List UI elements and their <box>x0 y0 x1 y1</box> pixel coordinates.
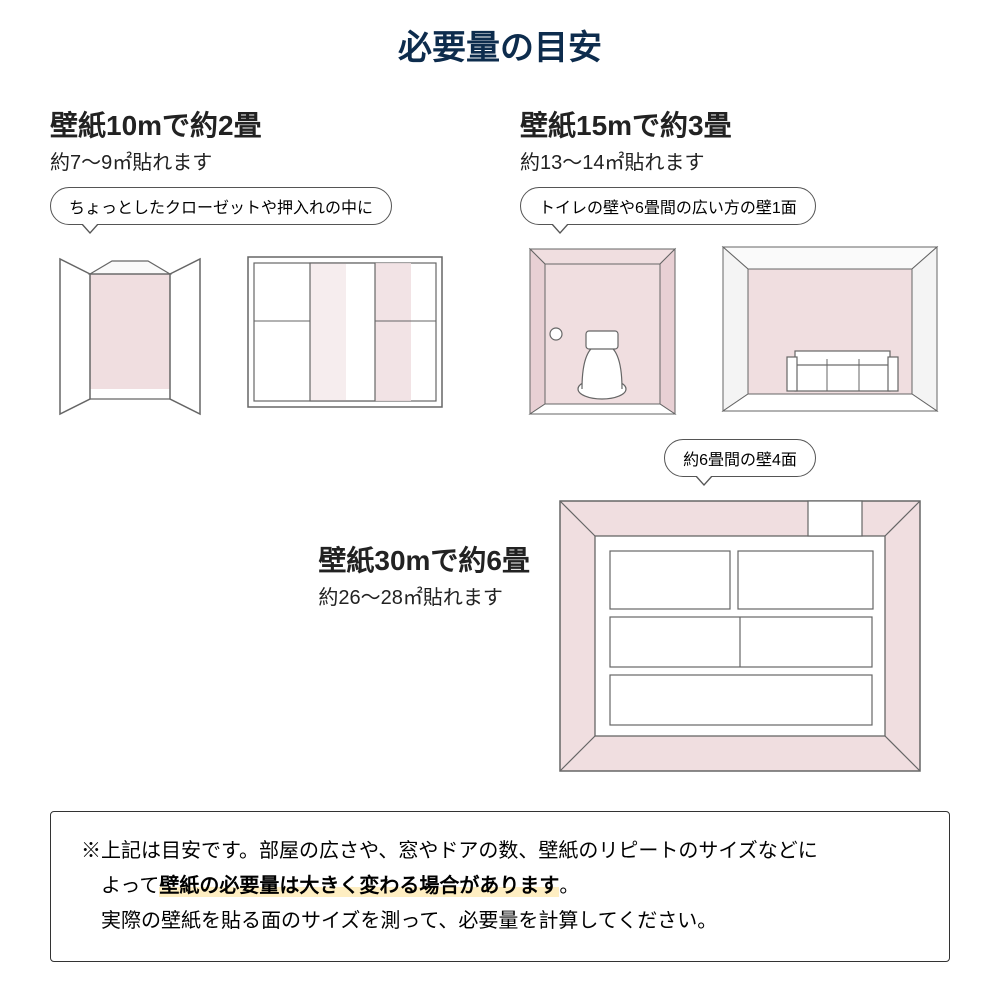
section-title: 壁紙15mで約3畳 <box>520 104 950 144</box>
illustration-row <box>50 239 480 419</box>
sliding-closet-illustration <box>240 239 450 419</box>
room-wall-illustration <box>715 239 945 419</box>
note-highlight: 壁紙の必要量は大きく変わる場合があります <box>159 875 559 897</box>
note-line-1: ※上記は目安です。部屋の広さや、窓やドアの数、壁紙のリピートのサイズなどに <box>81 834 919 869</box>
section-sub: 約26〜28㎡貼れます <box>318 581 530 610</box>
section-30m: 壁紙30mで約6畳 約26〜28㎡貼れます 約6畳間の壁4面 <box>50 439 950 781</box>
caption-bubble: ちょっとしたクローゼットや押入れの中に <box>50 187 392 225</box>
section-15m: 壁紙15mで約3畳 約13〜14㎡貼れます トイレの壁や6畳間の広い方の壁1面 <box>520 104 950 419</box>
guide-grid: 壁紙10mで約2畳 約7〜9㎡貼れます ちょっとしたクローゼットや押入れの中に <box>50 104 950 419</box>
illustration-row <box>520 239 950 419</box>
note-box: ※上記は目安です。部屋の広さや、窓やドアの数、壁紙のリピートのサイズなどに よっ… <box>50 811 950 962</box>
caption-bubble: トイレの壁や6畳間の広い方の壁1面 <box>520 187 816 225</box>
closet-illustration <box>50 239 210 419</box>
section-title: 壁紙10mで約2畳 <box>50 104 480 144</box>
caption-bubble: 約6畳間の壁4面 <box>664 439 816 477</box>
toilet-illustration <box>520 239 685 419</box>
section-title: 壁紙30mで約6畳 <box>318 539 530 579</box>
note-line-2: よって壁紙の必要量は大きく変わる場合があります。 <box>81 869 919 904</box>
floorplan-illustration <box>550 491 930 781</box>
section-sub: 約7〜9㎡貼れます <box>50 146 480 175</box>
section-10m: 壁紙10mで約2畳 約7〜9㎡貼れます ちょっとしたクローゼットや押入れの中に <box>50 104 480 419</box>
note-text: 。 <box>559 875 579 897</box>
note-text: よって <box>81 875 159 897</box>
section-sub: 約13〜14㎡貼れます <box>520 146 950 175</box>
note-line-3: 実際の壁紙を貼る面のサイズを測って、必要量を計算してください。 <box>81 904 919 939</box>
page-title: 必要量の目安 <box>50 20 950 69</box>
